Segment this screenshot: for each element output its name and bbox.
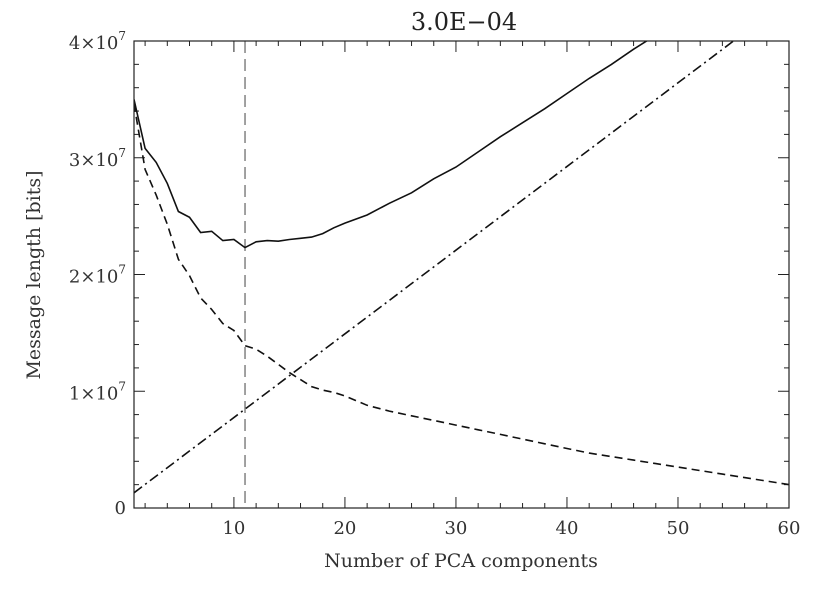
y-tick-label: 1×107 [69,379,126,404]
chart-title: 3.0E−04 [411,8,517,36]
x-tick-label: 60 [778,518,801,539]
x-tick-label: 50 [667,518,690,539]
y-tick-label: 2×107 [69,263,126,288]
series-model-length [134,41,734,494]
x-tick-label: 10 [222,518,245,539]
plot-frame [133,40,790,509]
axis-ticks [134,40,790,509]
x-axis-label: Number of PCA components [324,550,598,572]
y-tick-label: 4×107 [69,29,126,54]
tick-labels: 10 20 30 40 50 60 0 1×107 2×107 3×107 4×107 [69,29,801,539]
x-tick-label: 40 [556,518,579,539]
y-tick-label: 3×107 [69,146,126,171]
y-axis-label: Message length [bits] [23,170,45,379]
series-group [134,41,789,494]
x-tick-label: 30 [444,518,467,539]
x-tick-label: 20 [333,518,356,539]
y-tick-label: 0 [115,498,126,519]
series-total-length [134,41,649,249]
series-data-length [134,103,789,486]
